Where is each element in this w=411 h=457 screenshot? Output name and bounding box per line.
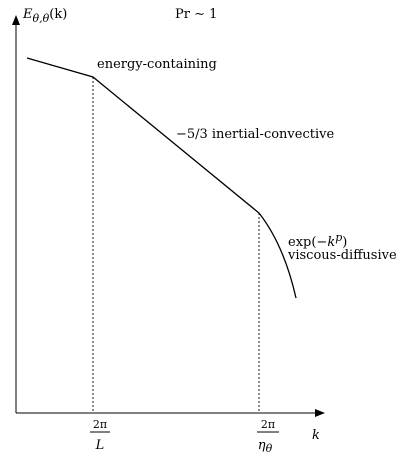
tick-right-denominator-sub: θ [266,442,273,455]
svg-text:ηθ: ηθ [258,438,273,455]
prandtl-label: Pr ∼ 1 [175,7,217,22]
spectrum-tail [258,212,297,299]
y-axis-label-argument: (k) [49,7,67,22]
y-axis-label-subscript: θ,θ [33,12,50,25]
y-axis-label-base: E [22,7,33,22]
inertial-convective-label: −5/3 inertial-convective [176,127,334,142]
viscous-diffusive-formula: exp(−kp) [288,231,347,250]
formula-suffix: ) [342,235,347,250]
formula-var: k [327,235,335,250]
tick-left-numerator: 2π [93,418,107,431]
y-axis-label: Eθ,θ(k) [22,7,67,25]
tick-right-denominator-var: η [258,438,266,453]
tick-label-dissipation-scale: 2π ηθ [257,418,279,455]
tick-left-denominator: L [95,438,105,453]
svg-text:Eθ,θ(k): Eθ,θ(k) [22,7,67,25]
tick-label-integral-scale: 2π L [90,418,110,453]
viscous-diffusive-label: viscous-diffusive [287,248,397,263]
energy-containing-label: energy-containing [97,57,217,72]
inertial-exponent: −5/3 [176,127,208,142]
svg-text:exp(−kp): exp(−kp) [288,231,347,250]
formula-power: p [335,231,342,244]
formula-prefix: exp(− [288,235,327,250]
inertial-name: inertial-convective [212,127,335,142]
x-axis-label: k [312,428,320,443]
tick-right-numerator: 2π [261,418,275,431]
